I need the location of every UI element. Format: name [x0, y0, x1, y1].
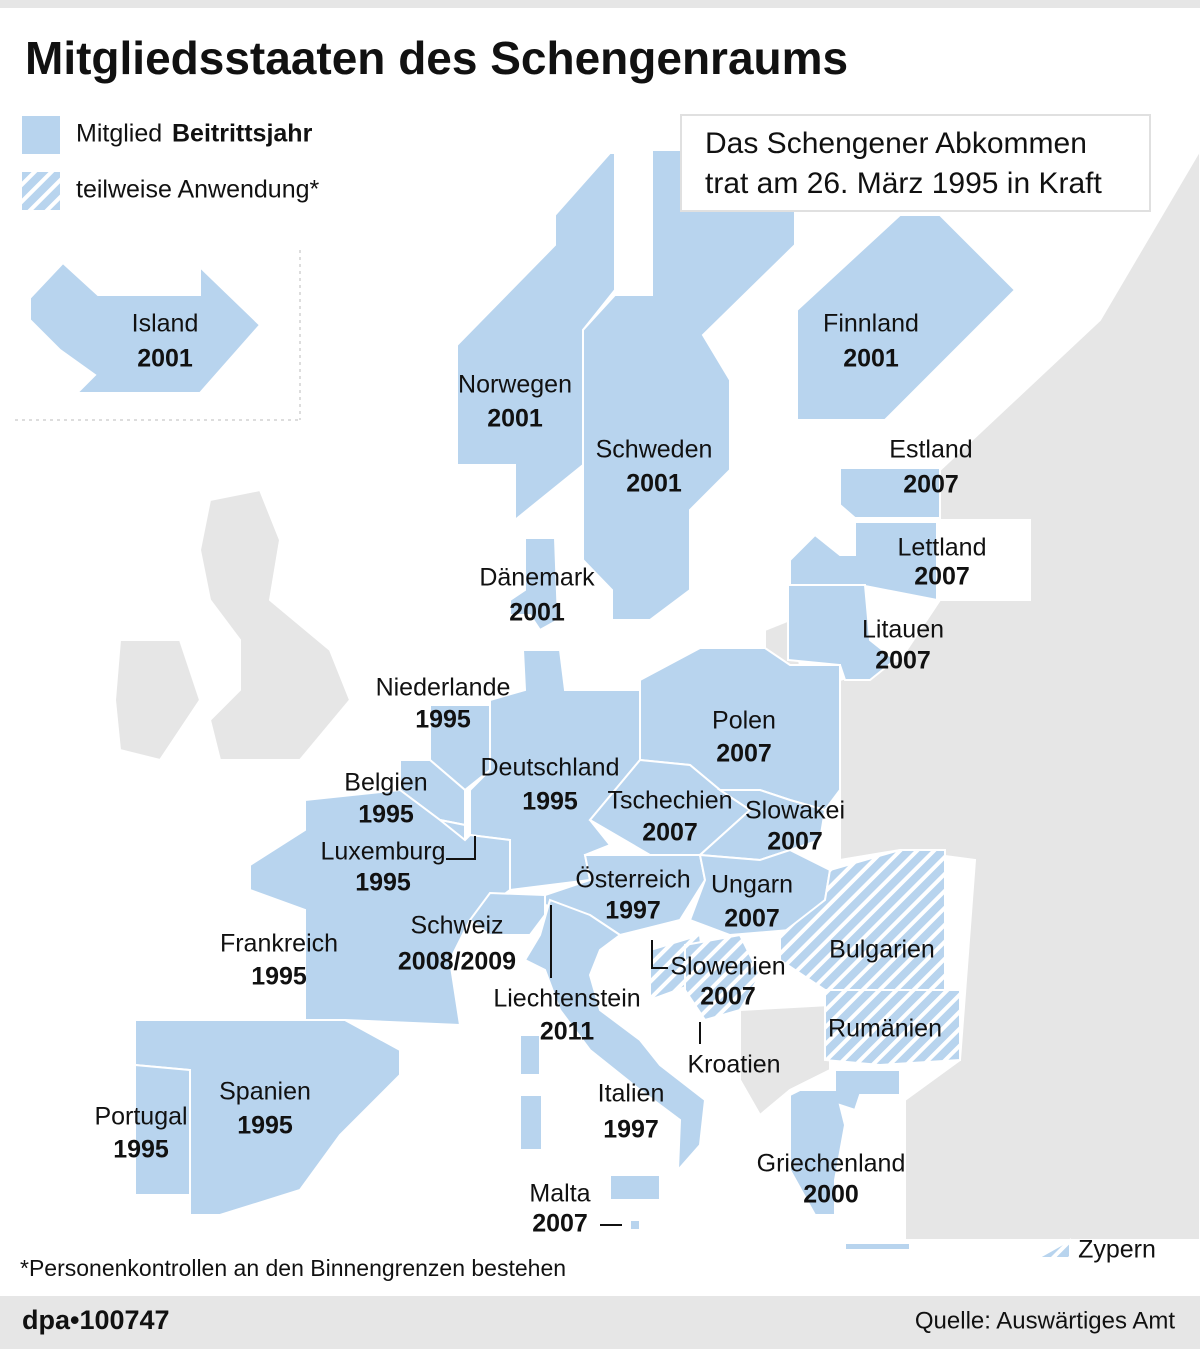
country-name: Malta — [529, 1180, 590, 1208]
country-year: 1997 — [605, 897, 661, 925]
country-name: Liechtenstein — [493, 985, 640, 1013]
country-name: Island — [132, 310, 199, 338]
footer-bar — [0, 1296, 1200, 1349]
country-name: Norwegen — [458, 371, 572, 399]
country-name: Ungarn — [711, 871, 793, 899]
country-name: Luxemburg — [320, 838, 445, 866]
legend-label: teilweise Anwendung* — [76, 176, 319, 204]
country-name: Italien — [598, 1080, 665, 1108]
country-year: 2007 — [642, 819, 698, 847]
country-year: 1995 — [355, 869, 411, 897]
country-year: 2008/2009 — [398, 948, 516, 976]
footer-source: Quelle: Auswärtiges Amt — [915, 1307, 1175, 1334]
country-year: 1995 — [237, 1112, 293, 1140]
country-year: 2007 — [532, 1210, 588, 1238]
note-line: Das Schengener Abkommen — [705, 127, 1087, 160]
country-name: Spanien — [219, 1078, 311, 1106]
country-year: 1995 — [415, 706, 471, 734]
country-year: 2001 — [487, 405, 543, 433]
country-name: Litauen — [862, 616, 944, 644]
country-name: Tschechien — [607, 787, 732, 815]
country-year: 2007 — [700, 983, 756, 1011]
country-year: 2000 — [803, 1181, 859, 1209]
country-name: Lettland — [898, 534, 987, 562]
country-name: Frankreich — [220, 930, 338, 958]
background-land — [113, 148, 1200, 1241]
country-year: 2001 — [137, 345, 193, 373]
country-name: Finnland — [823, 310, 919, 338]
country-year: 2007 — [875, 647, 931, 675]
country-year: 1995 — [522, 788, 578, 816]
country-year: 2011 — [540, 1018, 594, 1046]
legend-label: Beitrittsjahr — [172, 120, 313, 148]
country-year: 2001 — [843, 345, 899, 373]
country-name: Griechenland — [757, 1150, 906, 1178]
legend-label: Mitglied — [76, 120, 162, 148]
country-year: 1995 — [113, 1136, 169, 1164]
country-name: Polen — [712, 707, 776, 735]
country-year: 1995 — [358, 801, 414, 829]
country-year: 2001 — [626, 470, 682, 498]
footer-id: dpa•100747 — [22, 1305, 170, 1335]
member-states — [29, 149, 1071, 1259]
country-year: 2007 — [903, 471, 959, 499]
country-name: Schweden — [596, 436, 713, 464]
country-name: Slowakei — [745, 797, 845, 825]
country-name: Belgien — [344, 769, 427, 797]
country-name: Slowenien — [670, 953, 785, 981]
legend-swatch — [22, 172, 60, 210]
country-year: 2007 — [724, 905, 780, 933]
leader-lines — [446, 836, 701, 1226]
country-year: 1995 — [251, 963, 307, 991]
country-year: 2007 — [767, 828, 823, 856]
footnote: *Personenkontrollen an den Binnengrenzen… — [20, 1255, 566, 1281]
country-year: 2007 — [716, 740, 772, 768]
country-name: Rumänien — [828, 1015, 942, 1043]
country-year: 2001 — [509, 599, 565, 627]
country-year: 2007 — [914, 563, 970, 591]
country-name: Dänemark — [479, 564, 595, 592]
country-name: Kroatien — [687, 1051, 780, 1079]
country-name: Estland — [889, 436, 972, 464]
country-name: Zypern — [1078, 1236, 1156, 1264]
legend-swatch — [22, 116, 60, 154]
title: Mitgliedsstaaten des Schengenraums — [25, 32, 848, 84]
country-name: Österreich — [575, 866, 690, 894]
country-name: Bulgarien — [829, 936, 935, 964]
country-name: Niederlande — [376, 674, 511, 702]
country-name: Schweiz — [410, 912, 503, 940]
note-line: trat am 26. März 1995 in Kraft — [705, 167, 1103, 200]
country-name: Deutschland — [481, 754, 620, 782]
country-year: 1997 — [603, 1116, 659, 1144]
country-labels: Island 2001 Norwegen 2001 Schweden 2001 Finnla… — [94, 310, 1155, 1264]
top-strip — [0, 0, 1200, 8]
note-box — [680, 114, 1151, 212]
country-name: Portugal — [94, 1103, 187, 1131]
